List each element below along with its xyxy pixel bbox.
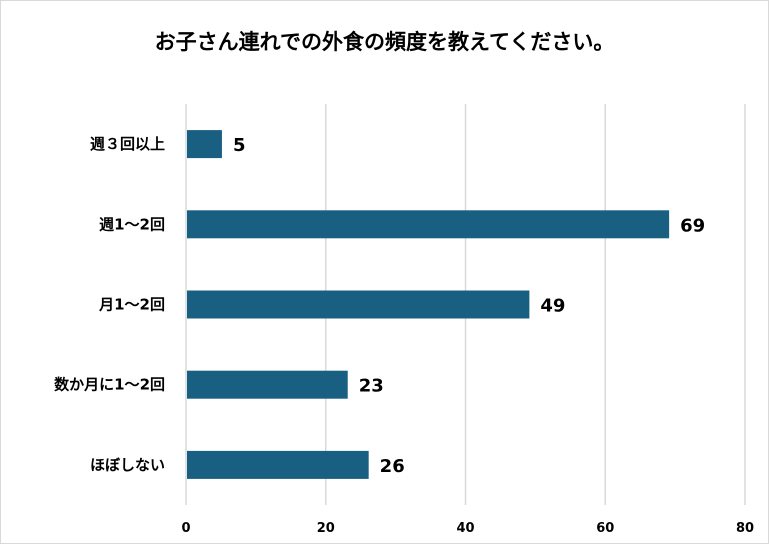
data-label: 23 [359, 376, 384, 397]
bar [187, 450, 369, 479]
category-label: 月1〜2回 [98, 296, 165, 314]
bar [187, 210, 670, 239]
category-label: 週1〜2回 [99, 215, 165, 233]
chart-title: お子さん連れでの外食の頻度を教えてください。 [154, 30, 615, 54]
x-tick-label: 80 [736, 521, 754, 536]
x-tick-label: 0 [181, 521, 190, 536]
category-label: 数か月に1〜2回 [54, 376, 165, 394]
data-label: 69 [680, 215, 705, 236]
x-tick-label: 20 [317, 521, 335, 536]
data-label: 5 [233, 135, 246, 156]
data-label: 26 [380, 456, 405, 477]
category-label: 週３回以上 [90, 135, 165, 153]
category-label: ほぼしない [90, 456, 165, 474]
x-tick-label: 60 [596, 521, 614, 536]
x-tick-label: 40 [456, 521, 474, 536]
data-label: 49 [540, 296, 565, 317]
bar [187, 290, 530, 319]
bar [187, 130, 222, 159]
bar [187, 370, 348, 399]
